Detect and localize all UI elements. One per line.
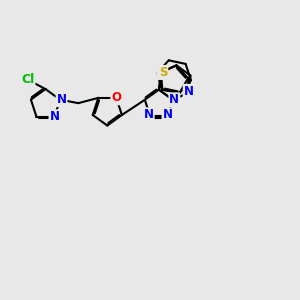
Text: S: S [159,66,167,79]
Text: Cl: Cl [21,73,34,86]
Text: N: N [157,66,167,79]
Text: O: O [111,92,121,104]
Text: N: N [169,93,179,106]
Text: N: N [144,108,154,121]
Text: N: N [163,108,172,121]
Text: N: N [50,110,59,123]
Text: N: N [56,93,67,106]
Text: N: N [184,85,194,98]
